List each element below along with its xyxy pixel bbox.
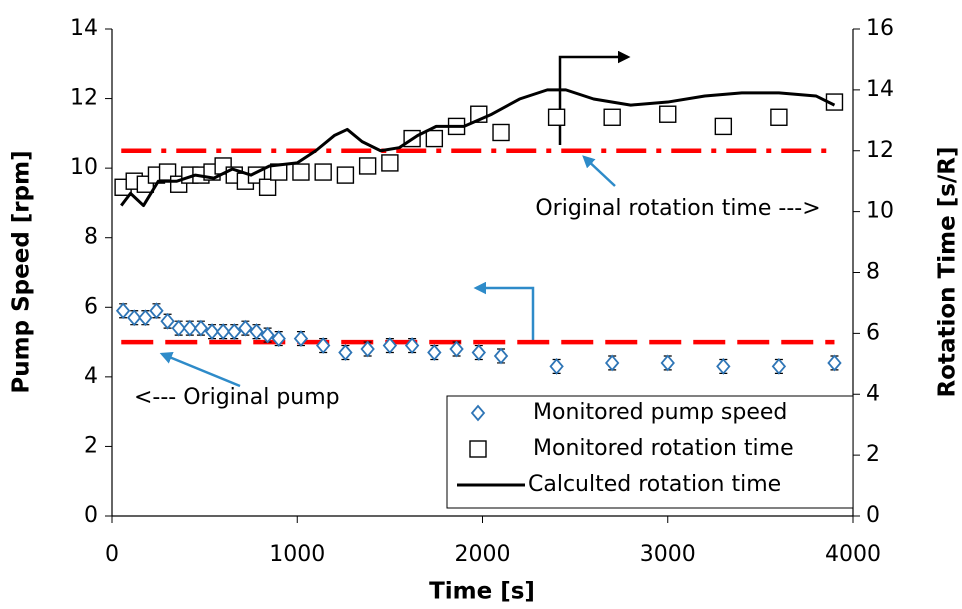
y-axis-title: Pump Speed [rpm] xyxy=(9,150,35,393)
diamond-marker xyxy=(193,319,209,337)
y2-tick-label: 16 xyxy=(866,16,894,41)
y2-axis-title: Rotation Time [s/R] xyxy=(935,146,961,397)
annotation-arrow xyxy=(159,352,241,388)
diamond-marker xyxy=(604,354,620,372)
legend-label: Monitored rotation time xyxy=(533,436,794,461)
annotation: <--- Original pump xyxy=(134,385,340,410)
diamond-marker xyxy=(249,323,264,341)
diamond-marker xyxy=(182,319,197,337)
square-marker xyxy=(659,105,677,123)
x-tick-label: 4000 xyxy=(825,542,881,567)
x-tick-label: 1000 xyxy=(269,542,325,567)
diamond-marker xyxy=(471,344,486,361)
diamond-marker xyxy=(360,340,375,358)
y-tick-label: 0 xyxy=(84,503,98,528)
legend-swatch xyxy=(469,440,487,458)
square-marker xyxy=(492,123,510,142)
axis-indicator-arrow xyxy=(473,281,535,340)
diamond-marker xyxy=(716,358,731,375)
x-tick-label: 2000 xyxy=(455,542,511,567)
diamond-marker xyxy=(338,344,353,361)
y-tick-label: 4 xyxy=(84,364,98,389)
legend-label: Calculted rotation time xyxy=(528,472,781,497)
diamond-marker xyxy=(271,330,286,347)
square-marker xyxy=(547,108,566,126)
diamond-marker xyxy=(260,326,275,344)
diamond-marker xyxy=(115,302,131,320)
y-tick-label: 14 xyxy=(70,16,98,41)
x-tick-label: 0 xyxy=(105,542,119,567)
y2-tick-label: 10 xyxy=(866,199,894,224)
square-marker xyxy=(603,108,621,126)
legend-box xyxy=(446,395,854,509)
y2-tick-label: 0 xyxy=(866,503,880,528)
diamond-marker xyxy=(493,347,509,365)
diamond-marker xyxy=(827,354,842,372)
square-marker xyxy=(292,163,310,181)
diamond-marker xyxy=(238,319,253,337)
y-tick-label: 12 xyxy=(70,86,98,111)
y-tick-label: 2 xyxy=(84,433,98,458)
y2-tick-label: 2 xyxy=(866,442,880,467)
diamond-marker xyxy=(771,358,787,375)
diamond-marker xyxy=(660,354,675,372)
legend-swatch xyxy=(470,404,486,422)
y2-tick-label: 14 xyxy=(866,77,894,102)
diamond-marker xyxy=(315,337,331,354)
diamond-marker xyxy=(160,312,175,330)
square-marker xyxy=(714,117,733,136)
y-tick-label: 6 xyxy=(84,294,98,319)
x-axis-title: Time [s] xyxy=(429,579,535,605)
square-marker xyxy=(425,129,444,148)
diamond-marker xyxy=(549,358,564,375)
y2-tick-label: 4 xyxy=(866,381,880,406)
y2-tick-label: 12 xyxy=(866,138,894,163)
y2-tick-label: 6 xyxy=(866,320,880,345)
diamond-marker xyxy=(127,309,142,327)
diamond-marker xyxy=(427,344,442,361)
diamond-marker xyxy=(449,340,464,358)
square-marker xyxy=(336,166,355,184)
diamond-marker xyxy=(227,323,242,341)
diamond-marker xyxy=(404,337,420,354)
diamond-marker xyxy=(215,323,231,341)
square-marker xyxy=(358,157,377,175)
diamond-marker xyxy=(149,302,164,320)
square-marker xyxy=(770,108,788,126)
annotation: Original rotation time ---> xyxy=(535,196,820,221)
diamond-marker xyxy=(382,337,398,354)
diamond-marker xyxy=(293,330,309,347)
y-tick-label: 8 xyxy=(84,225,98,250)
legend-label: Monitored pump speed xyxy=(533,400,787,425)
square-marker xyxy=(381,154,399,172)
y2-tick-label: 8 xyxy=(866,260,880,285)
diamond-marker xyxy=(138,309,153,327)
y-tick-label: 10 xyxy=(70,155,98,180)
diamond-marker xyxy=(204,323,220,341)
square-marker xyxy=(258,178,277,196)
x-tick-label: 3000 xyxy=(640,542,696,567)
calculated-line xyxy=(120,88,836,208)
annotation-arrow xyxy=(582,155,616,187)
axis-indicator-arrow xyxy=(558,50,631,145)
diamond-marker xyxy=(171,319,186,337)
square-marker xyxy=(314,163,332,181)
